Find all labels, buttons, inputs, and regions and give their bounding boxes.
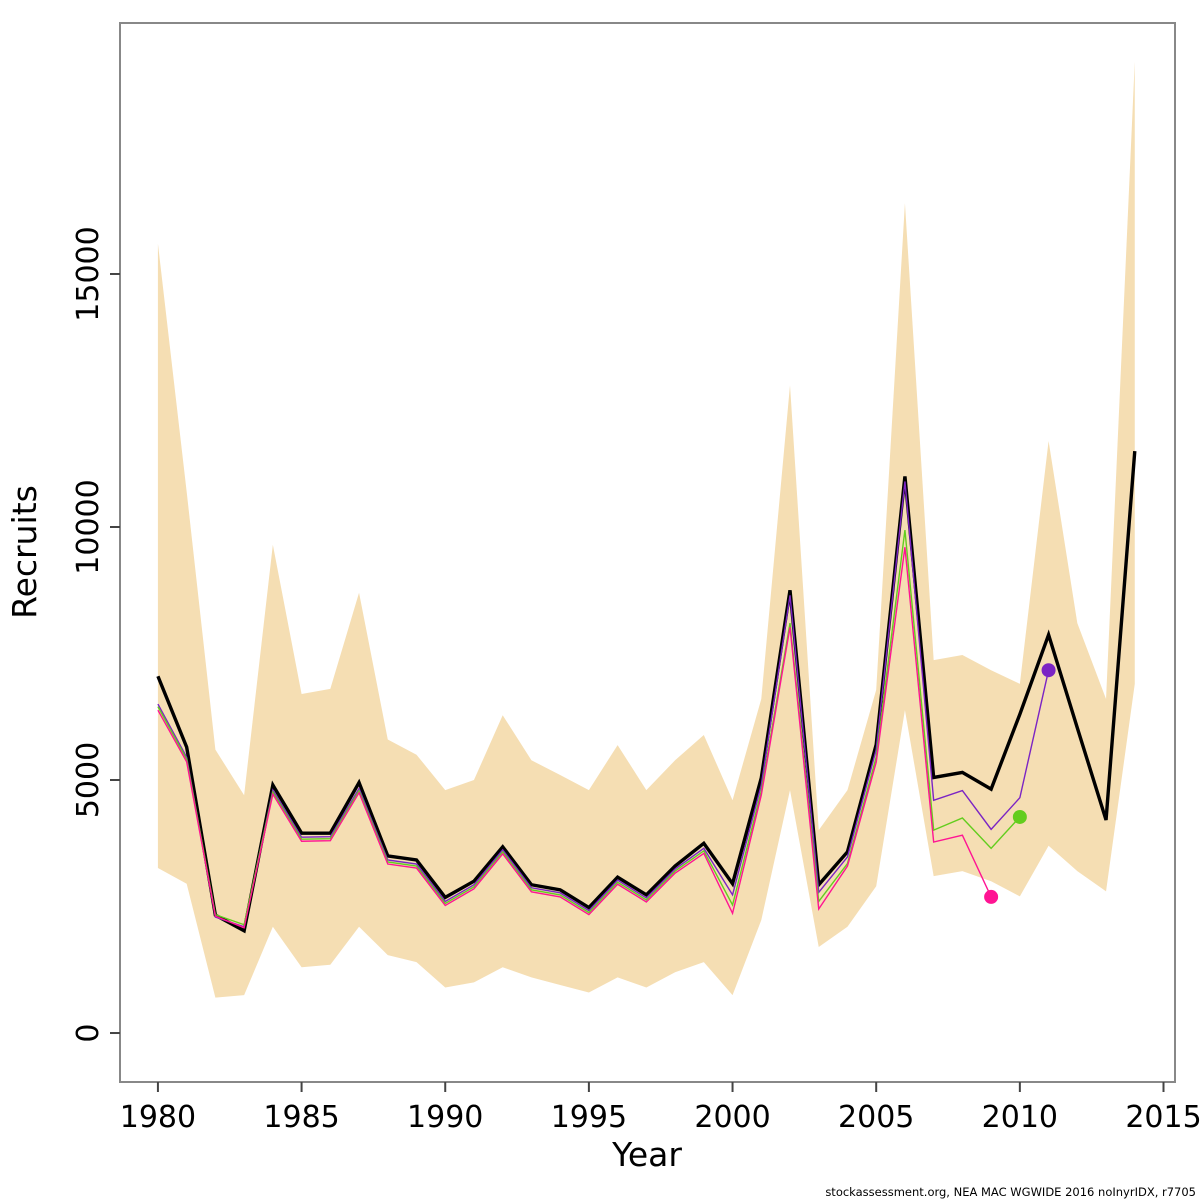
x-tick-label: 1995 — [551, 1100, 627, 1135]
x-axis-title: Year — [611, 1135, 682, 1174]
retro-peel-2010-endpoint-dot — [1012, 809, 1027, 824]
y-tick-label: 15000 — [71, 226, 106, 321]
x-tick-label: 2005 — [838, 1100, 914, 1135]
y-tick-label: 10000 — [71, 479, 106, 574]
confidence-band — [157, 61, 1135, 998]
retro-peel-2009-line — [157, 547, 992, 929]
retro-peel-2011-endpoint-dot — [1041, 663, 1056, 678]
retro-peel-2011-line — [157, 481, 1050, 928]
series-layer — [156, 450, 1137, 934]
axis-tick-layer — [110, 272, 1165, 1092]
x-tick-label: 1985 — [263, 1100, 339, 1135]
attribution-footer: stockassessment.org, NEA MAC WGWIDE 2016… — [825, 1185, 1196, 1199]
y-axis-title: Recruits — [5, 485, 44, 619]
y-tick-label: 5000 — [71, 742, 106, 818]
x-tick-label: 2015 — [1125, 1100, 1200, 1135]
confidence-band-layer — [157, 61, 1135, 998]
y-tick-label: 0 — [71, 1023, 106, 1042]
plot-frame — [119, 22, 1176, 1083]
endpoint-dot-layer — [984, 663, 1056, 904]
retro-peel-2009-endpoint-dot — [984, 889, 999, 904]
x-tick-label: 2010 — [982, 1100, 1058, 1135]
current-assessment-line — [156, 450, 1137, 934]
axis-tick-label-layer: 1980 1985 1990 1995 2000 2005 2010 2015 0 5000 100… — [71, 226, 1200, 1135]
x-tick-label: 2000 — [694, 1100, 770, 1135]
x-tick-label: 1980 — [120, 1100, 196, 1135]
x-tick-label: 1990 — [407, 1100, 483, 1135]
